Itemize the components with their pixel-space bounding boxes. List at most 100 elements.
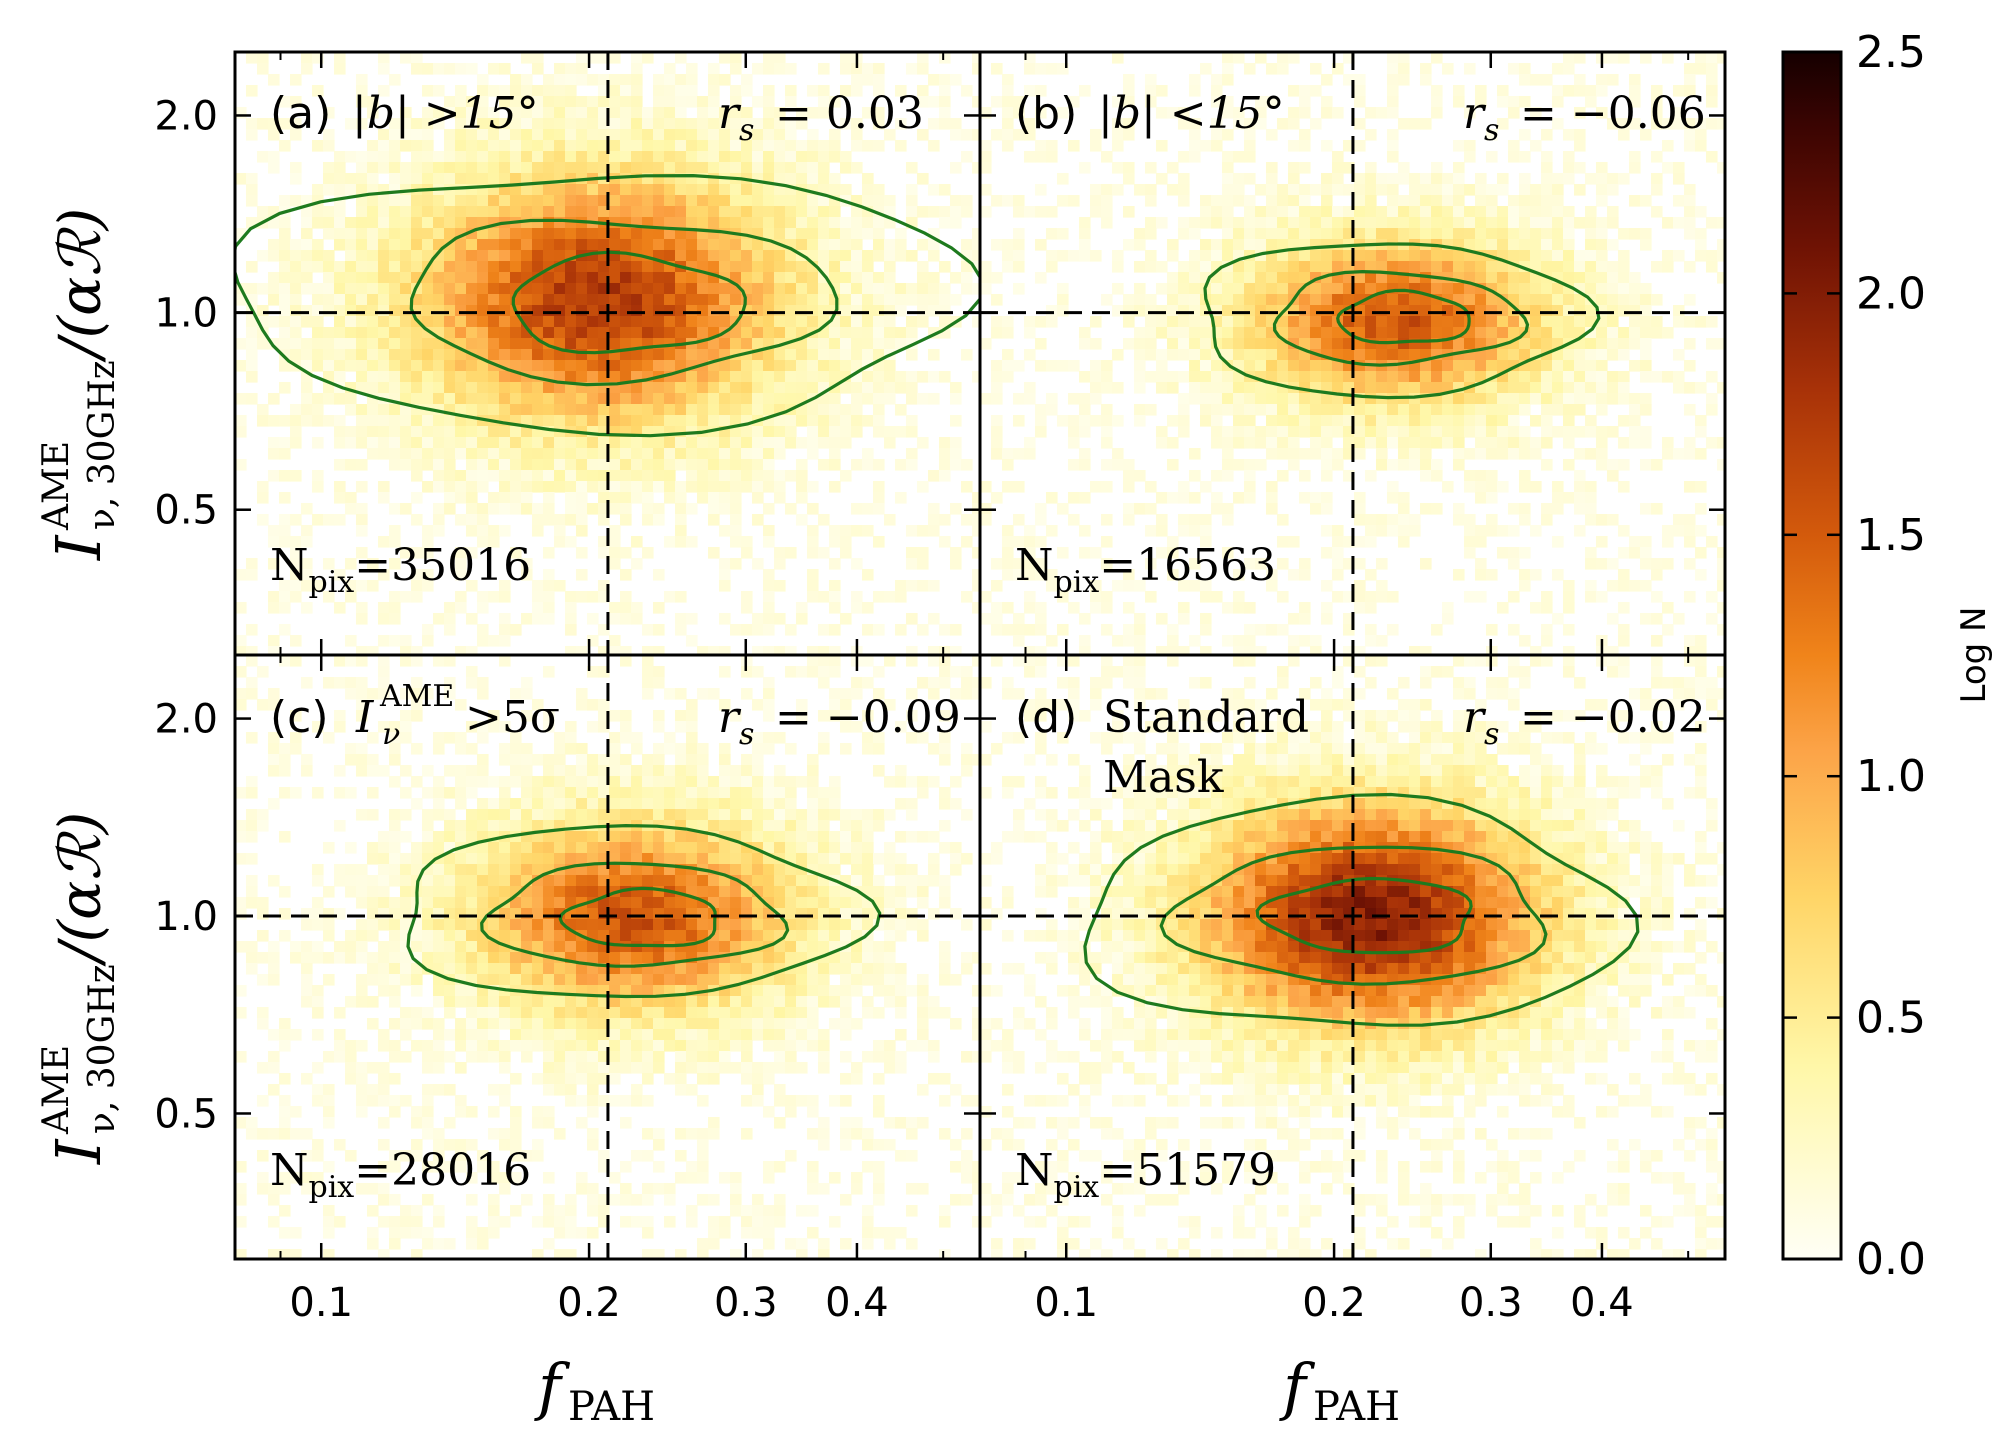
heatmap-cell [1266, 437, 1278, 449]
heatmap-cell [1552, 338, 1564, 350]
heatmap-cell [1651, 591, 1663, 603]
heatmap-cell [312, 580, 324, 592]
heatmap-cell [719, 261, 731, 273]
heatmap-cell [257, 666, 269, 678]
heatmap-cell [1563, 305, 1575, 317]
heatmap-cell [631, 415, 643, 427]
heatmap-cell [1145, 338, 1157, 350]
heatmap-cell [1222, 404, 1234, 416]
heatmap-cell [796, 459, 808, 471]
heatmap-cell [455, 820, 467, 832]
heatmap-cell [818, 239, 830, 251]
heatmap-cell [763, 580, 775, 592]
heatmap-cell [1376, 525, 1388, 537]
heatmap-cell [521, 360, 533, 372]
heatmap-cell [1233, 371, 1245, 383]
heatmap-cell [763, 228, 775, 240]
heatmap-cell [1343, 382, 1355, 394]
heatmap-cell [774, 371, 786, 383]
heatmap-cell [873, 743, 885, 755]
heatmap-cell [565, 96, 577, 108]
heatmap-cell [1651, 371, 1663, 383]
heatmap-cell [796, 613, 808, 625]
heatmap-cell [433, 613, 445, 625]
heatmap-cell [1222, 448, 1234, 460]
heatmap-cell [257, 699, 269, 711]
heatmap-cell [444, 503, 456, 515]
heatmap-cell [433, 228, 445, 240]
heatmap-cell [873, 184, 885, 196]
heatmap-cell [708, 316, 720, 328]
heatmap-cell [1409, 195, 1421, 207]
heatmap-cell [499, 305, 511, 317]
heatmap-cell [851, 305, 863, 317]
heatmap-cell [400, 206, 412, 218]
heatmap-cell [1420, 206, 1432, 218]
heatmap-cell [477, 591, 489, 603]
heatmap-cell [1376, 206, 1388, 218]
heatmap-cell [1398, 228, 1410, 240]
heatmap-cell [268, 239, 280, 251]
heatmap-cell [323, 349, 335, 361]
heatmap-cell [1453, 85, 1465, 97]
heatmap-cell [598, 96, 610, 108]
heatmap-cell [444, 195, 456, 207]
heatmap-cell [246, 85, 258, 97]
heatmap-cell [1123, 305, 1135, 317]
heatmap-cell [268, 437, 280, 449]
heatmap-cell [1211, 239, 1223, 251]
heatmap-cell [873, 74, 885, 86]
heatmap-cell [488, 393, 500, 405]
heatmap-cell [587, 591, 599, 603]
heatmap-cell [565, 371, 577, 383]
heatmap-cell [1266, 162, 1278, 174]
heatmap-cell [884, 776, 896, 788]
heatmap-cell [1266, 371, 1278, 383]
heatmap-cell [356, 206, 368, 218]
heatmap-cell [1376, 250, 1388, 262]
heatmap-cell [378, 272, 390, 284]
heatmap-cell [1354, 228, 1366, 240]
heatmap-cell [763, 294, 775, 306]
heatmap-cell [1024, 393, 1036, 405]
heatmap-cell [620, 327, 632, 339]
heatmap-cell [1266, 404, 1278, 416]
heatmap-cell [884, 129, 896, 141]
heatmap-cell [884, 699, 896, 711]
heatmap-cell [356, 118, 368, 130]
heatmap-cell [510, 360, 522, 372]
heatmap-cell [334, 655, 346, 667]
heatmap-cell [389, 820, 401, 832]
heatmap-cell [642, 459, 654, 471]
heatmap-cell [1167, 338, 1179, 350]
heatmap-cell [1002, 74, 1014, 86]
heatmap-cell [279, 448, 291, 460]
heatmap-cell [1618, 272, 1630, 284]
heatmap-cell [763, 481, 775, 493]
heatmap-cell [1013, 239, 1025, 251]
heatmap-cell [543, 338, 555, 350]
heatmap-cell [1475, 393, 1487, 405]
heatmap-cell [235, 426, 247, 438]
heatmap-cell [1013, 283, 1025, 295]
heatmap-cell [1123, 514, 1135, 526]
heatmap-cell [1354, 250, 1366, 262]
heatmap-cell [675, 305, 687, 317]
heatmap-cell [829, 217, 841, 229]
heatmap-cell [1233, 217, 1245, 229]
heatmap-cell [1409, 316, 1421, 328]
heatmap-cell [1420, 459, 1432, 471]
heatmap-cell [1607, 349, 1619, 361]
heatmap-cell [290, 514, 302, 526]
heatmap-cell [653, 393, 665, 405]
heatmap-cell [1684, 635, 1696, 647]
heatmap-cell [752, 162, 764, 174]
heatmap-cell [851, 129, 863, 141]
heatmap-cell [356, 360, 368, 372]
heatmap-cell [1673, 613, 1685, 625]
heatmap-cell [675, 754, 687, 766]
heatmap-cell [1321, 272, 1333, 284]
heatmap-cell [1178, 404, 1190, 416]
heatmap-cell [917, 52, 929, 64]
heatmap-cell [345, 338, 357, 350]
